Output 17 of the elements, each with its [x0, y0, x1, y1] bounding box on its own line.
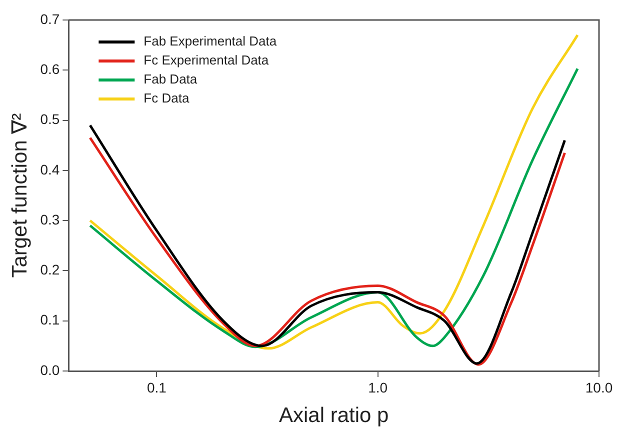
- y-tick-label: 0.4: [40, 161, 60, 178]
- y-tick-label: 0.7: [40, 10, 60, 27]
- legend-label: Fab Data: [144, 72, 198, 87]
- y-tick-label: 0.1: [40, 312, 60, 328]
- legend-label: Fc Data: [144, 90, 190, 106]
- legend-label: Fc Experimental Data: [144, 52, 270, 68]
- x-axis-title: Axial ratio p: [278, 404, 389, 428]
- x-tick-label: 1.0: [368, 379, 388, 396]
- legend-label: Fab Experimental Data: [144, 34, 278, 49]
- y-tick-label: 0.0: [40, 362, 60, 378]
- x-tick-label: 10.0: [585, 379, 613, 396]
- y-tick-label: 0.3: [40, 211, 60, 228]
- y-axis-title: Target function ∇²: [8, 113, 32, 278]
- y-tick-label: 0.5: [40, 111, 60, 128]
- y-tick-label: 0.6: [40, 61, 60, 77]
- y-tick-label: 0.2: [40, 262, 60, 278]
- x-tick-label: 0.1: [146, 379, 167, 396]
